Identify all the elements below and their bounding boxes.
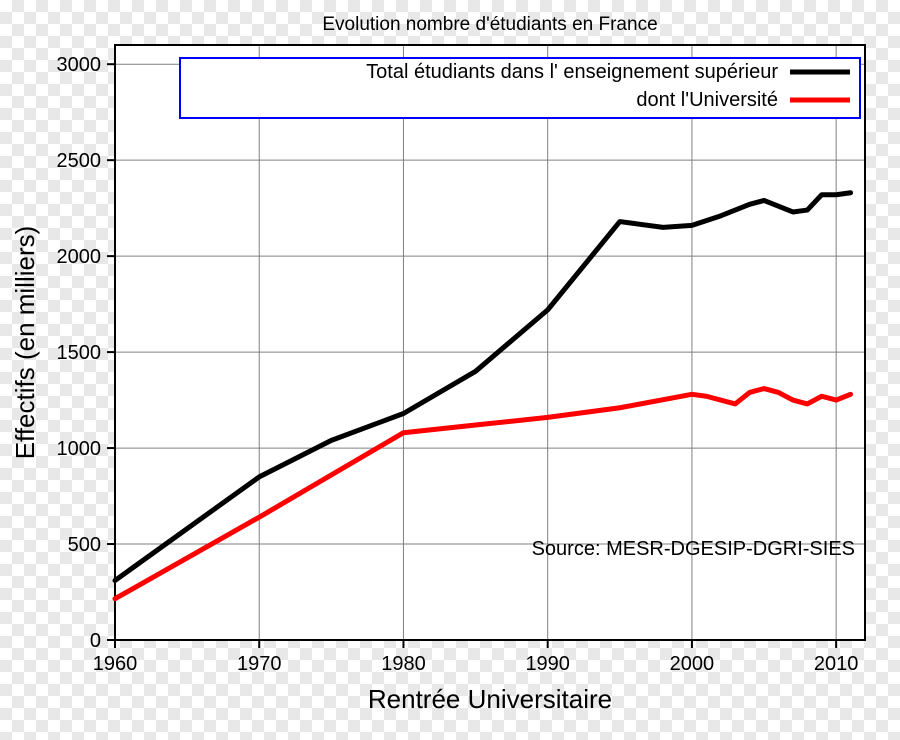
y-tick-label: 3000 xyxy=(57,54,102,76)
chart-canvas: 1960 1970 1980 1990 2000 2010 0 500 1000 1500 2000… xyxy=(0,0,900,740)
y-tick-label: 500 xyxy=(68,534,101,556)
x-tick-label: 2000 xyxy=(670,653,715,675)
y-tick-label: 2500 xyxy=(57,150,102,172)
x-tick-label: 1980 xyxy=(381,653,426,675)
chart-title: Evolution nombre d'étudiants en France xyxy=(322,14,657,35)
chart-svg: 1960 1970 1980 1990 2000 2010 0 500 1000 1500 2000… xyxy=(0,0,900,740)
x-axis-label: Rentrée Universitaire xyxy=(368,684,612,714)
x-tick-label: 1970 xyxy=(237,653,282,675)
y-axis-label: Effectifs (en milliers) xyxy=(10,226,40,460)
x-tick-label: 1960 xyxy=(93,653,138,675)
source-label: Source: MESR-DGESIP-DGRI-SIES xyxy=(532,538,855,560)
legend-label: Total étudiants dans l' enseignement sup… xyxy=(366,61,778,83)
y-tick-label: 2000 xyxy=(57,246,102,268)
x-tick-label: 1990 xyxy=(525,653,570,675)
x-tick-label: 2010 xyxy=(814,653,859,675)
y-tick-label: 1000 xyxy=(57,438,102,460)
y-tick-label: 1500 xyxy=(57,342,102,364)
legend-label: dont l'Université xyxy=(636,89,778,111)
y-tick-label: 0 xyxy=(90,630,101,652)
